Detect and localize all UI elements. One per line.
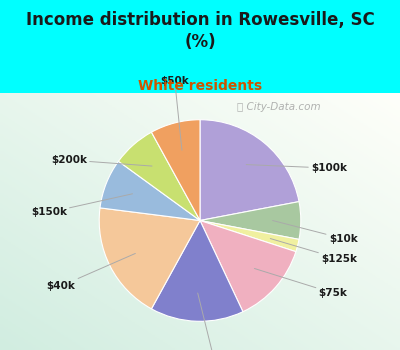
Text: $150k: $150k [31, 194, 132, 217]
Wedge shape [200, 220, 296, 312]
Text: White residents: White residents [138, 79, 262, 93]
Text: $75k: $75k [254, 268, 348, 298]
Text: $30k: $30k [198, 293, 230, 350]
Wedge shape [118, 132, 200, 220]
Text: Income distribution in Rowesville, SC
(%): Income distribution in Rowesville, SC (%… [26, 10, 374, 51]
Wedge shape [200, 220, 299, 252]
Text: ⓘ City-Data.com: ⓘ City-Data.com [237, 102, 321, 112]
Wedge shape [152, 120, 200, 220]
Wedge shape [99, 208, 200, 309]
Wedge shape [152, 220, 243, 321]
Text: $50k: $50k [160, 76, 189, 150]
Text: $125k: $125k [270, 239, 357, 264]
Text: $100k: $100k [246, 163, 347, 173]
Text: $200k: $200k [51, 155, 152, 166]
Wedge shape [200, 120, 299, 220]
Wedge shape [200, 202, 301, 239]
Text: $40k: $40k [46, 253, 135, 291]
Wedge shape [100, 161, 200, 220]
Text: $10k: $10k [272, 220, 358, 244]
